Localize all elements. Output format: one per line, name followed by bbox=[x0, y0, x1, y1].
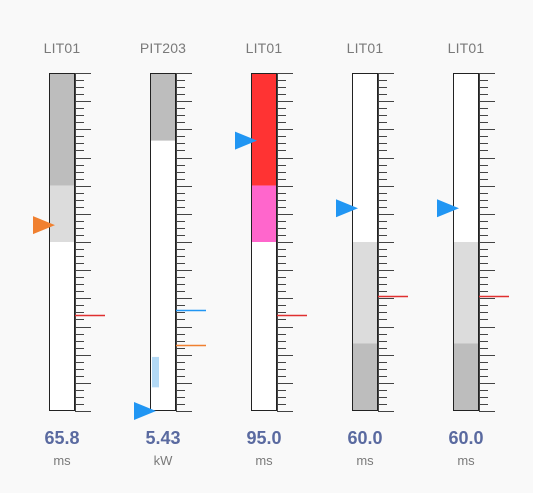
gauge-value: 95.0 bbox=[246, 428, 282, 448]
gauge-unit: kW bbox=[153, 453, 173, 468]
gauge-value: 65.8 bbox=[44, 428, 80, 448]
gauge-segment bbox=[49, 73, 75, 186]
gauge-segment bbox=[251, 185, 277, 242]
pointer-triangle-icon bbox=[33, 216, 55, 235]
gauge-tag: LIT01 bbox=[447, 40, 485, 56]
gauge-value: 60.0 bbox=[448, 428, 484, 448]
gauge-unit: ms bbox=[255, 453, 273, 468]
gauge-band bbox=[152, 356, 159, 388]
gauge-bar-outline bbox=[150, 73, 176, 411]
gauge-segment bbox=[352, 242, 378, 344]
gauge-bar-outline bbox=[352, 73, 378, 411]
gauge-unit: ms bbox=[457, 453, 475, 468]
gauge-segment bbox=[352, 343, 378, 411]
gauge-segment bbox=[150, 73, 176, 141]
gauge-unit: ms bbox=[356, 453, 374, 468]
gauge-tag: PIT203 bbox=[139, 40, 187, 56]
gauge-value: 5.43 bbox=[145, 428, 181, 448]
gauge-tag: LIT01 bbox=[43, 40, 81, 56]
gauge-bar-outline bbox=[49, 73, 75, 411]
pointer-triangle-icon bbox=[134, 402, 156, 420]
gauge-tag: LIT01 bbox=[346, 40, 384, 56]
gauge-segment bbox=[453, 343, 479, 411]
gauge-bar-outline bbox=[251, 73, 277, 411]
gauge-bar-outline bbox=[453, 73, 479, 411]
pointer-triangle-icon bbox=[336, 199, 358, 218]
pointer-triangle-icon bbox=[235, 131, 257, 150]
gauge-unit: ms bbox=[53, 453, 71, 468]
gauge-value: 60.0 bbox=[347, 428, 383, 448]
gauge-segment bbox=[251, 73, 277, 186]
pointer-triangle-icon bbox=[437, 199, 459, 218]
gauge-segment bbox=[453, 242, 479, 344]
gauge-tag: LIT01 bbox=[245, 40, 283, 56]
gauge-segment bbox=[49, 185, 75, 242]
